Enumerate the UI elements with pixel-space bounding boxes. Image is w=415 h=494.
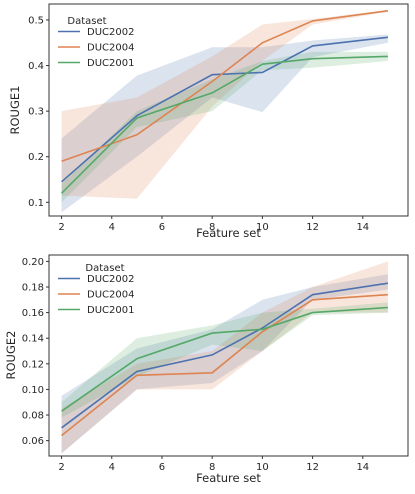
rouge2-band-duc2001	[61, 302, 388, 418]
legend-label-duc2001: DUC2001	[87, 58, 134, 69]
rouge1-x-tick-label: 2	[58, 222, 64, 233]
rouge2-legend: Dataset DUC2002 DUC2004 DUC2001	[58, 263, 134, 316]
rouge1-y-ticks: 0.1 0.2 0.3 0.4 0.5	[28, 15, 49, 209]
rouge2-line-duc2002	[61, 282, 389, 429]
rouge1-x-tick-label: 8	[209, 222, 215, 233]
rouge2-x-tick-label: 8	[209, 462, 215, 473]
rouge1-x-tick-label: 14	[356, 222, 369, 233]
rouge1-line-duc2004	[61, 10, 389, 163]
rouge2-y-tick-label: 0.18	[22, 283, 44, 294]
rouge1-band-duc2002	[61, 34, 388, 213]
rouge2-x-ticks: 2 4 6 8 10 12 14	[58, 456, 369, 473]
rouge2-band-duc2002	[61, 274, 388, 454]
legend-label-duc2004: DUC2004	[87, 290, 134, 301]
rouge1-plot-frame	[48, 3, 409, 217]
legend-label-duc2004: DUC2004	[87, 43, 134, 54]
rouge1-y-tick-label: 0.3	[28, 107, 44, 118]
legend-label-duc2002: DUC2002	[87, 274, 134, 285]
rouge1-y-axis-label: ROUGE1	[8, 86, 22, 135]
rouge2-legend-title: Dataset	[85, 263, 124, 274]
rouge1-x-tick-label: 12	[306, 222, 319, 233]
rouge1-x-ticks: 2 4 6 8 10 12 14	[58, 216, 369, 233]
rouge1-y-tick-label: 0.5	[28, 15, 44, 26]
rouge2-x-tick-label: 2	[58, 462, 64, 473]
rouge1-y-tick-label: 0.1	[28, 198, 44, 209]
rouge1-x-tick-label: 10	[256, 222, 269, 233]
rouge1-series-lines	[61, 10, 389, 194]
rouge1-band-duc2004	[61, 9, 388, 199]
legend-label-duc2001: DUC2001	[87, 305, 134, 316]
rouge2-series-lines	[61, 282, 389, 437]
rouge2-confidence-bands	[61, 261, 388, 454]
rouge1-legend-entries: DUC2002 DUC2004 DUC2001	[58, 27, 134, 69]
rouge2-x-tick-label: 6	[159, 462, 165, 473]
legend-label-duc2002: DUC2002	[87, 27, 134, 38]
rouge2-y-tick-label: 0.20	[22, 257, 44, 268]
rouge2-plot-frame	[48, 254, 409, 457]
rouge2-line-duc2004	[61, 293, 388, 437]
rouge2-legend-entries: DUC2002 DUC2004 DUC2001	[58, 274, 134, 316]
rouge1-x-tick-label: 4	[109, 222, 115, 233]
rouge2-y-axis-label: ROUGE2	[4, 331, 18, 380]
rouge2-x-axis-label: Feature set	[196, 471, 261, 485]
rouge1-chart: 2 4 6 8 10 12 14 0.1 0.2 0.3 0.4 0.5 Feature set R…	[8, 3, 409, 240]
rouge2-band-duc2004	[61, 261, 388, 454]
rouge2-y-tick-label: 0.06	[22, 436, 44, 447]
rouge2-line-duc2001	[61, 306, 388, 412]
rouge2-y-tick-label: 0.08	[22, 411, 44, 422]
rouge2-x-tick-label: 14	[356, 462, 369, 473]
rouge2-y-tick-label: 0.14	[22, 334, 44, 345]
rouge2-y-ticks: 0.06 0.08 0.10 0.12 0.14 0.16 0.18 0.20	[22, 257, 49, 447]
rouge1-y-tick-label: 0.4	[28, 61, 44, 72]
rouge1-legend-title: Dataset	[67, 16, 106, 27]
rouge2-x-tick-label: 4	[109, 462, 115, 473]
rouge1-x-axis-label: Feature set	[196, 226, 261, 240]
rouge2-y-tick-label: 0.10	[22, 385, 44, 396]
rouge1-line-duc2001	[61, 55, 388, 194]
rouge1-legend: Dataset DUC2002 DUC2004 DUC2001	[58, 16, 134, 69]
rouge2-x-tick-label: 10	[256, 462, 269, 473]
rouge1-y-tick-label: 0.2	[28, 152, 44, 163]
rouge2-y-tick-label: 0.16	[22, 308, 44, 319]
rouge2-y-tick-label: 0.12	[22, 359, 44, 370]
rouge2-chart: 2 4 6 8 10 12 14 0.060.080.100.120.140.160.180…	[4, 254, 409, 485]
rouge1-x-tick-label: 6	[159, 222, 165, 233]
rouge1-line-duc2002	[61, 36, 388, 183]
rouge2-x-tick-label: 12	[306, 462, 319, 473]
